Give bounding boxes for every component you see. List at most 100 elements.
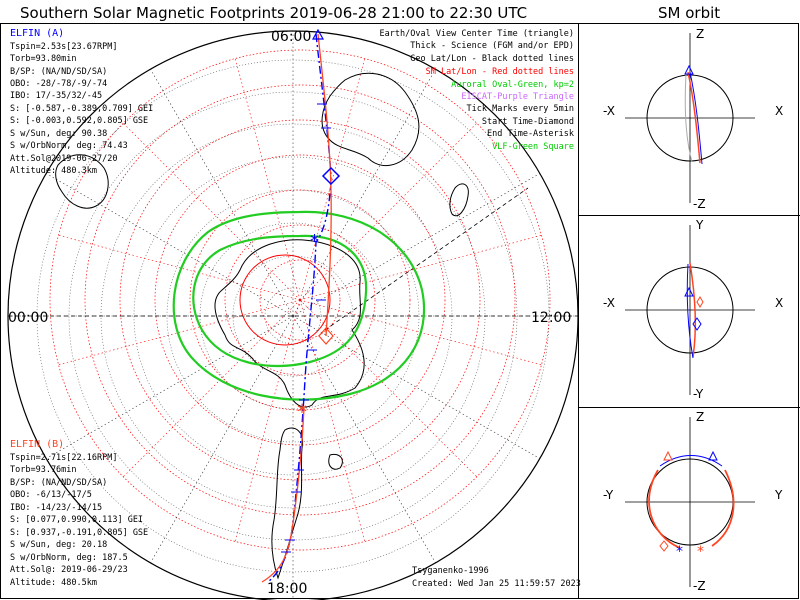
geo-longitude-line xyxy=(292,69,436,317)
panel1-top-label: Z xyxy=(696,27,704,41)
probe-b-line: S w/Sun, deg: 20.18 xyxy=(10,540,107,550)
auroral-oval-outer xyxy=(172,210,426,401)
panel2-bottom-label: -Y xyxy=(693,387,704,401)
sm-longitude-line xyxy=(299,299,477,477)
probe-a-line: OBO: -28/-78/-9/-74 xyxy=(10,79,107,89)
panel2-left-label: -X xyxy=(603,296,615,310)
legend-item: Start Time-Diamond xyxy=(482,117,574,127)
geo-longitude-line xyxy=(150,69,294,317)
end-asterisk-a: * xyxy=(310,231,319,252)
model-credit: Tsyganenko-1996 xyxy=(412,566,489,576)
sm-longitude-line xyxy=(58,299,301,365)
panel3-top-label: Z xyxy=(696,410,704,424)
probe-a-line: Att.Sol@2019-06-27/20 xyxy=(10,154,117,164)
orbit-triangle-marker xyxy=(684,64,694,75)
panel1-bottom-label: -Z xyxy=(693,197,706,211)
sm-latitude-circle xyxy=(49,49,551,551)
coastline xyxy=(321,72,420,166)
sm-longitude-line xyxy=(123,299,301,477)
probe-b-line: IBO: -14/23/-14/15 xyxy=(10,503,102,513)
orbit-b-trace xyxy=(687,71,701,164)
orbit-gray-trace xyxy=(684,73,693,163)
panel3-bottom-label: -Z xyxy=(693,579,706,593)
coastline xyxy=(271,427,304,580)
probe-b-line: S: [0.077,0.990,0.113] GEI xyxy=(10,515,143,525)
probe-b-line: Tspin=2.71s[22.16RPM] xyxy=(10,453,117,463)
orbit-a-trace xyxy=(659,455,723,467)
orbit-b-trace xyxy=(648,469,681,549)
sm-longitude-line xyxy=(299,299,365,542)
probe-a-line: Tspin=2.53s[23.67RPM] xyxy=(10,42,117,52)
start-diamond-b xyxy=(318,327,334,345)
mlt-label-right: 12:00 xyxy=(531,310,571,326)
legend-item: Auroral Oval-Green, kp=2 xyxy=(451,80,574,90)
orbit-diamond-marker xyxy=(696,296,704,308)
sm-longitude-line xyxy=(299,235,542,301)
elfin-b-track-north xyxy=(317,33,332,337)
mlt-label-bottom: 18:00 xyxy=(267,581,307,597)
panel1-left-label: -X xyxy=(603,104,615,118)
end-asterisk-b: * xyxy=(297,400,307,424)
legend-item: SM Lat/Lon - Red dotted lines xyxy=(426,67,574,77)
legend-item: End Time-Asterisk xyxy=(487,129,574,139)
sm-latitude-circle xyxy=(119,119,481,481)
mlt-label-top: 06:00 xyxy=(271,29,311,45)
geo-longitude-line xyxy=(292,315,436,563)
probe-a-line: Torb=93.80min xyxy=(10,54,77,64)
probe-b-line: B/SP: (NA/ND/SD/SA) xyxy=(10,478,107,488)
probe-a-line: S w/OrbNorm, deg: 74.43 xyxy=(10,141,128,151)
probe-b-line: S: [0.937,-0.191,0.805] GSE xyxy=(10,528,148,538)
sm-latitude-circle xyxy=(259,259,341,341)
orbit-triangle-marker xyxy=(663,450,673,461)
elfin-b-track-south xyxy=(261,407,305,583)
probe-a-line: S: [-0.587,-0.389,0.709] GEI xyxy=(10,104,153,114)
probe-a-line: S: [-0.003,0.592,0.805] GSE xyxy=(10,116,148,126)
orbit-b-trace xyxy=(689,262,697,358)
auroral-oval-inner xyxy=(192,234,368,368)
sun-direction-line xyxy=(324,187,529,331)
orbit-asterisk-marker: * xyxy=(676,544,683,560)
probe-b-line: Att.Sol@: 2019-06-29/23 xyxy=(10,565,128,575)
orbit-asterisk-marker: * xyxy=(697,544,704,560)
sm-pole-circle xyxy=(239,254,331,346)
coastline xyxy=(55,154,109,209)
legend-item: Thick - Science (FGM and/or EPD) xyxy=(410,41,574,51)
sm-longitude-line xyxy=(299,58,365,301)
sm-longitude-line xyxy=(235,58,301,301)
orbit-panels: * * xyxy=(625,33,755,587)
geo-longitude-line xyxy=(292,315,540,459)
coastline xyxy=(328,453,343,470)
probe-b-info: ELFIN (B) Tspin=2.71s[22.16RPM] Torb=93.… xyxy=(10,439,148,588)
created-timestamp: Created: Wed Jan 25 11:59:57 2023 xyxy=(412,579,581,589)
orbit-b-trace xyxy=(711,469,735,547)
polar-map: ** xyxy=(7,28,579,600)
sm-longitude-line xyxy=(58,235,301,301)
probe-b-name: ELFIN (B) xyxy=(10,439,64,450)
panel3-right-label: Y xyxy=(774,488,783,502)
panel1-right-label: X xyxy=(775,104,783,118)
plot-frame xyxy=(0,23,799,599)
orbit-a-trace xyxy=(686,263,694,359)
orbit-a-trace xyxy=(689,71,703,165)
panel2-right-label: X xyxy=(775,296,783,310)
sm-latitude-circle xyxy=(189,189,411,411)
legend: Earth/Oval View Center Time (triangle) T… xyxy=(380,29,574,152)
probe-a-line: B/SP: (NA/ND/SD/SA) xyxy=(10,67,107,77)
probe-b-line: Torb=93.76min xyxy=(10,465,77,475)
probe-a-info: ELFIN (A) Tspin=2.53s[23.67RPM] Torb=93.… xyxy=(10,28,153,176)
legend-item: Geo Lat/Lon - Black dotted lines xyxy=(410,54,574,64)
probe-b-line: Altitude: 480.5km xyxy=(10,578,97,588)
probe-a-line: Altitude: 480.3km xyxy=(10,166,97,176)
start-diamond-a xyxy=(321,166,341,186)
legend-item: Earth/Oval View Center Time (triangle) xyxy=(380,29,574,39)
geo-longitude-line xyxy=(150,315,294,563)
orbit-panel-labels: Z -Z -X X Y -Y -X X Z -Z -Y Y xyxy=(603,27,783,593)
panel3-left-label: -Y xyxy=(603,488,614,502)
sm-latitude-circle xyxy=(224,224,376,376)
sm-latitude-circle xyxy=(154,154,446,446)
legend-item: VLF-Green Square xyxy=(492,142,574,152)
legend-item: Tick Marks every 5min xyxy=(467,104,574,114)
sm-longitude-line xyxy=(123,123,301,301)
probe-b-line: S w/OrbNorm, deg: 187.5 xyxy=(10,553,128,563)
